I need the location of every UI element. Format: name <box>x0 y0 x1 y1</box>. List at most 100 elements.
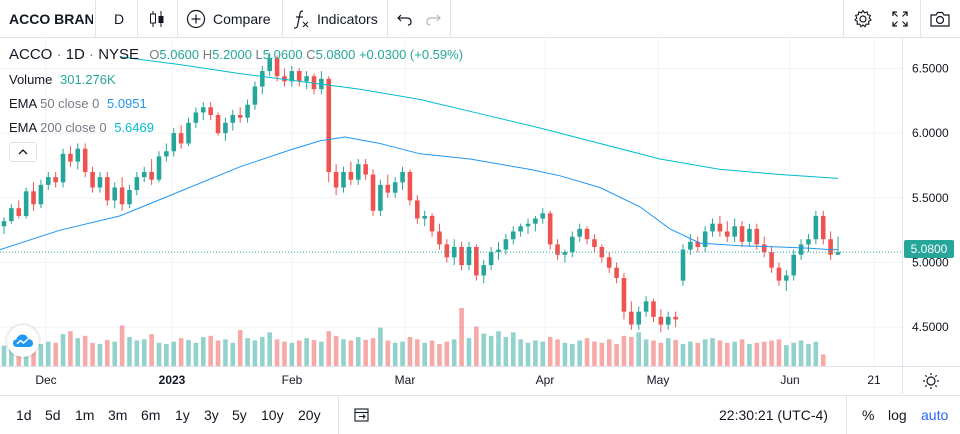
ema200-legend[interactable]: EMA 200 close 0 5.6469 <box>9 120 154 135</box>
volume-bar <box>525 342 531 366</box>
candle-body <box>510 231 516 240</box>
compare-button[interactable]: Compare <box>186 0 271 38</box>
high-value: 5.2000 <box>212 47 252 62</box>
plus-circle-icon <box>186 9 206 29</box>
interval-button[interactable]: D <box>114 11 125 27</box>
range-button-10y[interactable]: 10y <box>261 407 284 423</box>
range-button-1y[interactable]: 1y <box>175 407 190 423</box>
price-tick-label: 6.5000 <box>912 61 949 75</box>
toolbar-divider <box>177 0 178 38</box>
volume-bar <box>296 340 302 366</box>
time-axis-settings-button[interactable] <box>922 372 940 395</box>
range-button-3m[interactable]: 3m <box>108 407 128 423</box>
range-button-20y[interactable]: 20y <box>298 407 321 423</box>
candle-body <box>215 115 221 134</box>
undo-button[interactable] <box>396 0 414 38</box>
volume-bar <box>105 339 110 366</box>
candle-body <box>437 231 442 245</box>
volume-bar <box>178 338 184 366</box>
tradingview-logo[interactable] <box>7 325 39 357</box>
time-tick-label: Feb <box>282 373 303 387</box>
chart-type-button[interactable] <box>148 0 168 38</box>
percent-scale-toggle[interactable]: % <box>862 407 875 423</box>
price-chart[interactable]: 6.5000 6.0000 5.5000 5.0000 4.5000 Dec 2023 Fe… <box>0 38 960 394</box>
volume-legend[interactable]: Volume 301.276K <box>9 72 116 87</box>
symbol-search-button[interactable]: ACCO BRANDS <box>9 11 93 27</box>
toolbar-divider <box>920 0 921 38</box>
candle-body <box>23 191 29 216</box>
candle-body <box>208 107 213 116</box>
bottom-toolbar: 1d 5d 1m 3m 6m 1y 3y 5y 10y 20y 22:30:21 (UTC-4) … <box>0 395 960 434</box>
volume-bar <box>761 341 767 366</box>
candle-body <box>289 71 295 82</box>
toolbar-divider <box>387 0 388 38</box>
volume-bar <box>97 343 103 366</box>
candle-body <box>828 239 833 255</box>
time-tick-label: Dec <box>35 373 56 387</box>
volume-bar <box>739 339 745 366</box>
volume-bar <box>570 343 575 366</box>
volume-bar <box>193 342 199 366</box>
fullscreen-button[interactable] <box>891 0 909 38</box>
candle-body <box>156 156 162 180</box>
volume-bar <box>200 337 206 366</box>
candle-body <box>488 252 494 266</box>
volume-bar <box>496 331 501 366</box>
candles-icon <box>150 11 164 27</box>
time-tick-label: May <box>647 373 670 387</box>
volume-bar <box>171 341 177 366</box>
volume-bar <box>186 339 191 366</box>
candle-body <box>407 171 413 201</box>
candle-body <box>385 184 391 193</box>
volume-bar <box>481 333 487 366</box>
candle-body <box>665 316 671 325</box>
volume-bar <box>311 339 317 366</box>
volume-bar <box>53 342 58 366</box>
candle-body <box>90 171 95 188</box>
candle-body <box>16 208 22 216</box>
range-button-1m[interactable]: 1m <box>75 407 95 423</box>
volume-bar <box>754 342 760 366</box>
candle-body <box>304 76 309 82</box>
volume-bar <box>474 326 479 366</box>
volume-bar <box>385 340 391 366</box>
change-value: +0.0300 (+0.59%) <box>358 47 464 62</box>
settings-button[interactable] <box>853 0 873 38</box>
log-scale-toggle[interactable]: log <box>888 407 907 423</box>
goto-date-button[interactable] <box>353 396 371 434</box>
range-button-6m[interactable]: 6m <box>141 407 161 423</box>
ema50-legend[interactable]: EMA 50 close 0 5.0951 <box>9 96 147 111</box>
volume-bar <box>326 331 332 366</box>
range-button-3y[interactable]: 3y <box>204 407 219 423</box>
candle-body <box>223 122 228 134</box>
range-button-5d[interactable]: 5d <box>45 407 61 423</box>
price-axis[interactable]: 6.5000 6.0000 5.5000 5.0000 4.5000 <box>912 61 949 334</box>
candle-body <box>370 174 376 211</box>
candle-body <box>717 223 723 232</box>
toolbar-divider <box>282 0 283 38</box>
volume-bar <box>119 325 125 366</box>
clock[interactable]: 22:30:21 (UTC-4) <box>719 407 828 423</box>
candle-body <box>237 115 243 118</box>
range-button-1d[interactable]: 1d <box>16 407 32 423</box>
low-value: 5.0600 <box>262 47 303 62</box>
chart-area[interactable]: 6.5000 6.0000 5.5000 5.0000 4.5000 Dec 2023 Fe… <box>0 38 960 394</box>
time-axis[interactable]: Dec 2023 Feb Mar Apr May Jun 21 <box>35 373 881 387</box>
collapse-legend-button[interactable] <box>9 142 37 162</box>
volume-bar <box>643 339 649 366</box>
volume-bar <box>702 339 708 366</box>
candle-body <box>769 252 774 268</box>
auto-scale-toggle[interactable]: auto <box>921 407 949 423</box>
volume-bar <box>149 334 154 366</box>
screenshot-button[interactable] <box>929 0 951 38</box>
price-tick-label: 4.5000 <box>912 320 949 334</box>
candle-body <box>584 228 590 240</box>
time-tick-label: Apr <box>536 373 555 387</box>
redo-button[interactable] <box>424 0 442 38</box>
volume-bar <box>215 340 221 366</box>
volume-bar <box>776 339 782 366</box>
candle-body <box>592 239 597 247</box>
range-button-5y[interactable]: 5y <box>232 407 247 423</box>
volume-bar <box>282 341 287 366</box>
indicators-button[interactable]: Indicators <box>292 0 378 38</box>
